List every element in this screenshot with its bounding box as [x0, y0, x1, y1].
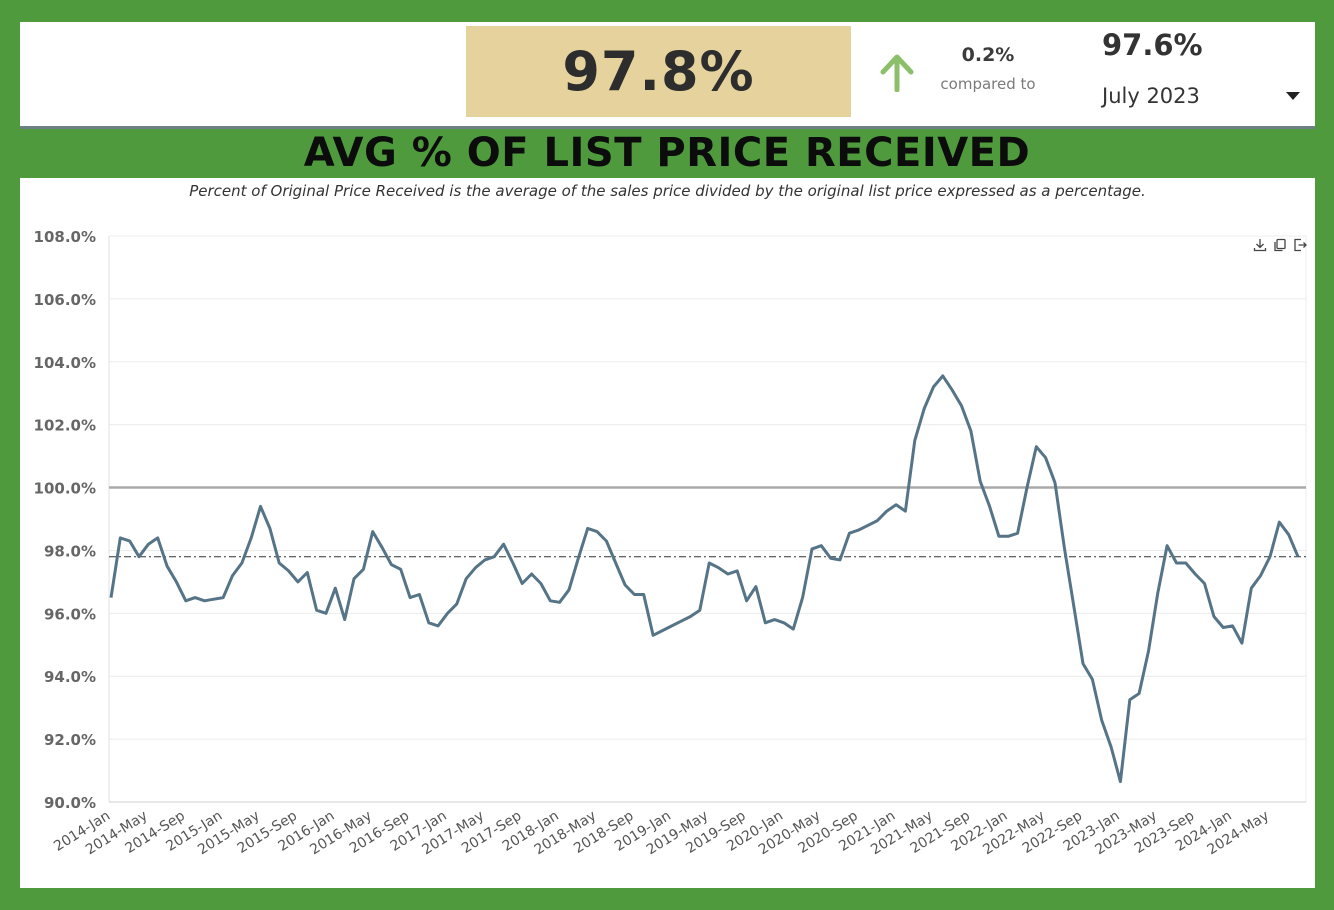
page-title: AVG % OF LIST PRICE RECEIVED [303, 130, 1031, 176]
line-chart: 90.0% 92.0% 94.0% 96.0% 98.0% 100.0% 102.0% 104… [34, 228, 1307, 858]
prior-period-value: 97.6% [1102, 28, 1203, 62]
y-tick-label: 90.0% [44, 794, 96, 812]
y-tick-label: 102.0% [34, 417, 96, 435]
export-icon[interactable] [1293, 238, 1307, 252]
chart-panel: Percent of Original Price Received is th… [20, 178, 1315, 888]
compared-label: compared to [940, 75, 1036, 93]
y-tick-label: 100.0% [34, 480, 96, 498]
y-tick-label: 98.0% [44, 542, 96, 560]
y-tick-label: 106.0% [34, 291, 96, 309]
period-dropdown-label: July 2023 [1102, 84, 1200, 108]
change-value: 0.2% [961, 44, 1015, 66]
download-icon[interactable] [1253, 238, 1267, 252]
current-kpi-box: 97.8% [466, 26, 851, 117]
series-line [109, 374, 1300, 784]
y-tick-label: 94.0% [44, 668, 96, 686]
up-arrow-icon [880, 54, 914, 92]
y-tick-label: 108.0% [34, 228, 96, 246]
caret-down-icon [1286, 92, 1300, 100]
y-tick-label: 96.0% [44, 605, 96, 623]
y-tick-label: 92.0% [44, 731, 96, 749]
period-dropdown[interactable]: July 2023 [1100, 78, 1306, 114]
chart-toolbar [1253, 238, 1307, 252]
header-divider [20, 126, 1315, 129]
copy-icon[interactable] [1273, 238, 1287, 252]
y-tick-label: 104.0% [34, 354, 96, 372]
current-kpi-value: 97.8% [562, 40, 755, 103]
chart-subtitle: Percent of Original Price Received is th… [189, 182, 1146, 200]
